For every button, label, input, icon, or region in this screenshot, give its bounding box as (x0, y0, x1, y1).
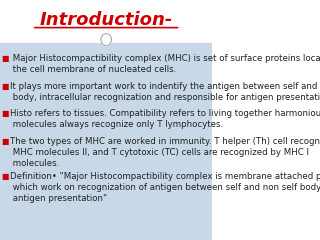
Text: ■: ■ (2, 54, 9, 63)
FancyBboxPatch shape (0, 0, 212, 43)
Text: The two types of MHC are worked in immunity. T helper (Th) cell recognized by
 M: The two types of MHC are worked in immun… (10, 137, 320, 168)
Text: Major Histocompactibility complex (MHC) is set of surface proteins located on
 t: Major Histocompactibility complex (MHC) … (10, 54, 320, 74)
Text: ■: ■ (2, 172, 9, 180)
Text: ■: ■ (2, 109, 9, 118)
FancyBboxPatch shape (0, 43, 212, 240)
Text: ■: ■ (2, 137, 9, 146)
Circle shape (101, 34, 111, 46)
Text: Definition• "Major Histocompactibility complex is membrane attached protein
 whi: Definition• "Major Histocompactibility c… (10, 172, 320, 203)
Text: Histo refers to tissues. Compatibility refers to living together harmoniously.MH: Histo refers to tissues. Compatibility r… (10, 109, 320, 129)
Text: Introduction-: Introduction- (39, 11, 173, 29)
Text: It plays more important work to indentify the antigen between self and non self
: It plays more important work to indentif… (10, 82, 320, 102)
Text: ■: ■ (2, 82, 9, 90)
